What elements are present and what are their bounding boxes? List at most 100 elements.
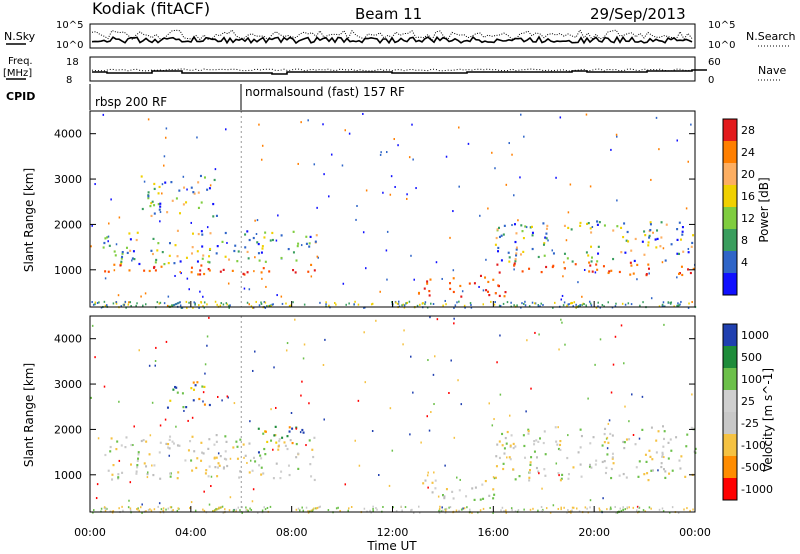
radar-cell	[648, 234, 651, 237]
radar-cell	[132, 250, 135, 253]
radar-cell	[227, 282, 230, 285]
radar-cell	[643, 230, 646, 233]
radar-cell	[135, 472, 138, 475]
radar-cell	[388, 484, 391, 487]
colorbar-segment	[723, 368, 737, 390]
radar-cell	[647, 479, 650, 482]
radar-cell	[591, 270, 594, 273]
radar-cell	[308, 245, 311, 248]
radar-cell	[570, 510, 572, 513]
radar-cell	[200, 300, 202, 303]
radar-cell	[428, 294, 431, 297]
radar-cell	[94, 303, 96, 306]
radar-cell	[692, 267, 695, 271]
radar-cell	[505, 509, 507, 512]
radar-cell	[202, 508, 204, 511]
radar-cell	[197, 181, 200, 184]
radar-cell	[264, 306, 267, 309]
radar-cell	[229, 304, 231, 307]
radar-cell	[153, 182, 156, 186]
radar-cell	[429, 278, 432, 281]
radar-cell	[206, 226, 209, 229]
radar-cell	[545, 265, 548, 269]
radar-cell	[676, 276, 678, 279]
colorbar-segment	[723, 207, 737, 229]
radar-cell	[642, 509, 645, 512]
radar-cell	[508, 142, 510, 145]
radar-cell	[589, 499, 592, 502]
radar-cell	[588, 300, 591, 303]
radar-cell	[94, 301, 97, 304]
radar-cell	[255, 233, 258, 236]
radar-cell	[197, 273, 200, 276]
radar-cell	[175, 303, 177, 306]
radar-cell	[502, 233, 505, 236]
radar-cell	[278, 439, 281, 443]
radar-cell	[270, 408, 272, 411]
nsky-tick-top: 10^5	[56, 20, 83, 31]
radar-cell	[568, 303, 570, 306]
radar-cell	[533, 443, 536, 446]
radar-cell	[167, 261, 170, 265]
radar-cell	[433, 471, 435, 474]
radar-cell	[528, 479, 531, 482]
radar-cell	[121, 252, 124, 255]
radar-cell	[688, 302, 690, 305]
radar-cell	[198, 306, 200, 309]
radar-cell	[158, 451, 161, 454]
radar-cell	[586, 222, 589, 226]
radar-cell	[197, 191, 200, 194]
colorbar-segment	[723, 478, 737, 500]
radar-cell	[625, 438, 628, 441]
radar-cell	[572, 305, 574, 308]
radar-cell	[506, 301, 509, 304]
radar-cell	[166, 304, 169, 307]
radar-cell	[392, 506, 395, 509]
radar-cell	[537, 305, 540, 308]
radar-cell	[206, 303, 208, 306]
radar-cell	[174, 274, 176, 277]
radar-cell	[482, 497, 485, 500]
freq-label: Freq.	[8, 56, 33, 67]
radar-cell	[431, 481, 434, 484]
radar-cell	[244, 454, 247, 457]
radar-cell	[235, 508, 238, 511]
radar-cell	[566, 511, 568, 514]
radar-cell	[191, 416, 194, 419]
radar-cell	[607, 301, 609, 304]
radar-cell	[473, 498, 476, 502]
radar-cell	[664, 259, 667, 262]
radar-cell	[539, 437, 542, 440]
radar-cell	[656, 229, 659, 232]
radar-cell	[382, 505, 384, 508]
radar-cell	[652, 231, 654, 234]
radar-cell	[266, 305, 268, 308]
radar-cell	[677, 302, 679, 305]
radar-cell	[427, 486, 429, 489]
radar-cell	[450, 359, 452, 362]
radar-cell	[196, 136, 198, 139]
colorbar-tick-label: -500	[741, 461, 766, 474]
colorbar-segment	[723, 119, 737, 141]
range-tick-label: 3000	[54, 378, 82, 391]
radar-cell	[645, 273, 648, 276]
radar-cell	[426, 415, 429, 418]
radar-cell	[518, 475, 521, 478]
radar-cell	[281, 436, 284, 439]
radar-cell	[309, 463, 312, 466]
radar-cell	[264, 508, 267, 511]
colorbar-tick-label: 100	[741, 373, 762, 386]
radar-cell	[574, 263, 577, 266]
radar-cell	[157, 505, 159, 508]
radar-cell	[510, 434, 513, 437]
radar-cell	[167, 442, 170, 446]
radar-cell	[190, 387, 193, 390]
radar-cell	[647, 267, 650, 270]
radar-cell	[137, 457, 140, 460]
radar-cell	[479, 214, 481, 217]
radar-cell	[176, 477, 179, 480]
radar-cell	[606, 508, 608, 511]
radar-cell	[579, 304, 581, 307]
radar-cell	[465, 495, 468, 498]
radar-cell	[508, 260, 511, 263]
